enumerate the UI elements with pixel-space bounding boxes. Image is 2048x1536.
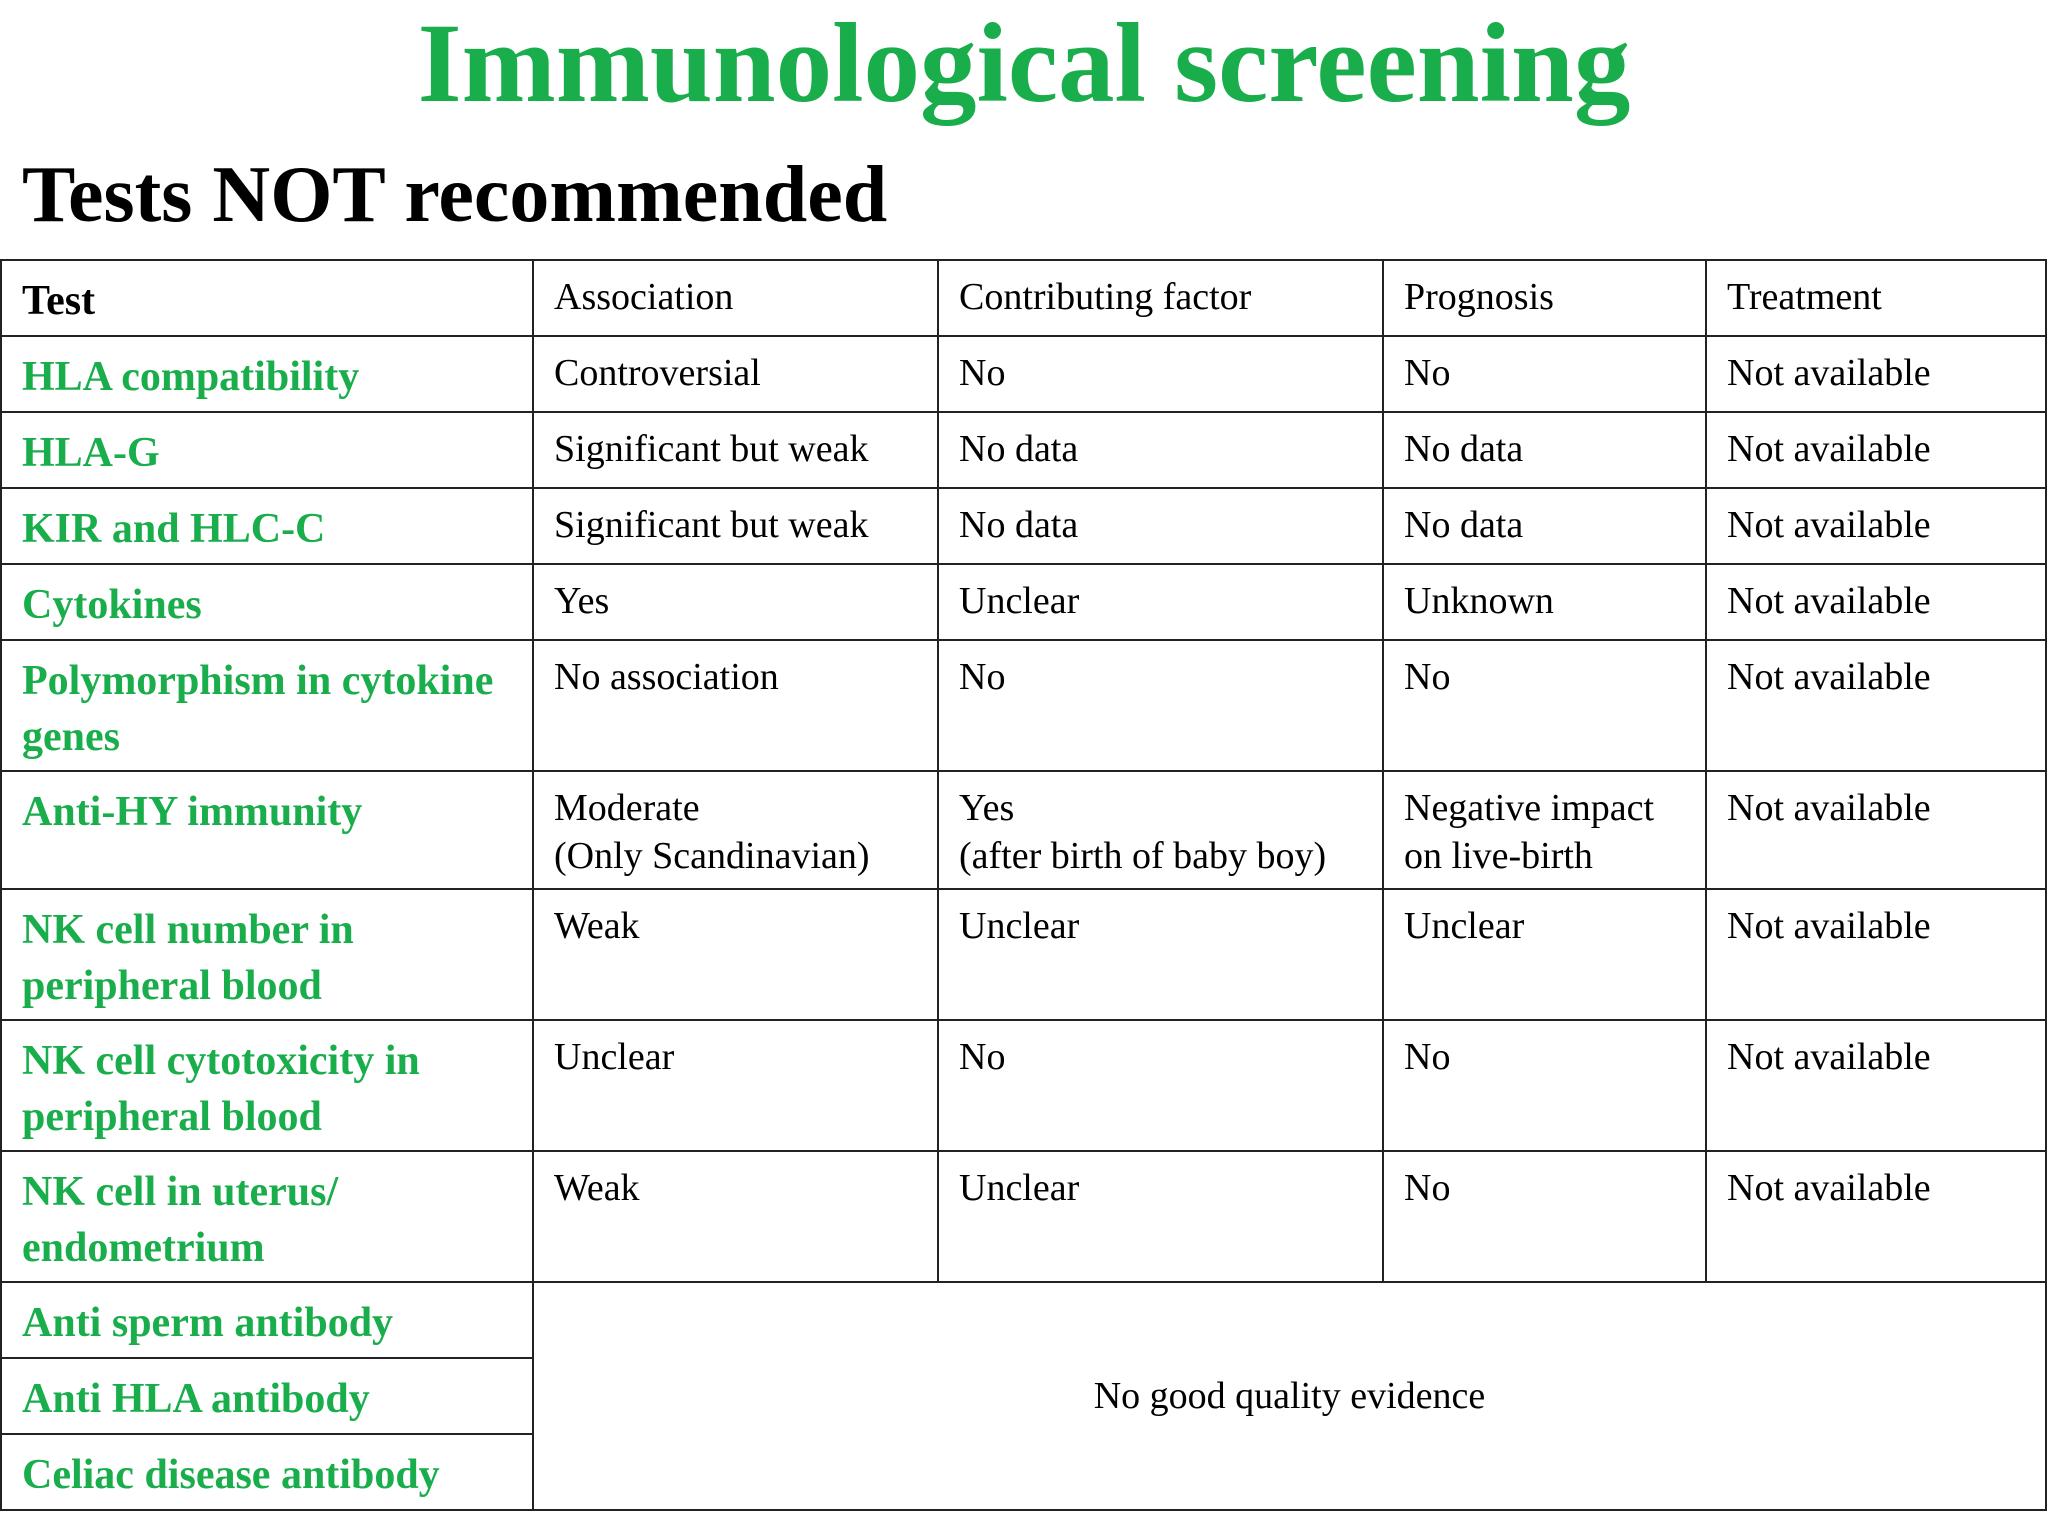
page-title: Immunological screening: [417, 1, 1631, 126]
association-cell: Significant but weak: [532, 411, 939, 489]
test-name: Anti sperm antibody: [0, 1281, 534, 1359]
header-test: Test: [0, 259, 534, 337]
prognosis-cell: No: [1382, 335, 1707, 413]
table-row: Cytokines Yes Unclear Unknown Not availa…: [0, 563, 2047, 641]
contributing-line: (after birth of baby boy): [959, 835, 1327, 877]
test-name: Celiac disease antibody: [0, 1433, 534, 1511]
prognosis-cell: No: [1382, 1150, 1707, 1283]
contributing-cell: No: [937, 1019, 1384, 1152]
test-name-line: NK cell in uterus/: [22, 1169, 339, 1215]
header-treatment: Treatment: [1705, 259, 2047, 337]
association-cell: Weak: [532, 1150, 939, 1283]
table-row: Anti sperm antibody No good quality evid…: [0, 1281, 2047, 1511]
test-name: HLA compatibility: [0, 335, 534, 413]
treatment-cell: Not available: [1705, 639, 2047, 772]
association-line: (Only Scandinavian): [554, 835, 870, 877]
prognosis-cell: No data: [1382, 411, 1707, 489]
screening-table: Test Association Contributing factor Pro…: [0, 259, 2047, 1511]
association-cell: Unclear: [532, 1019, 939, 1152]
test-name: KIR and HLC-C: [0, 487, 534, 565]
association-cell: Weak: [532, 888, 939, 1021]
contributing-cell: No data: [937, 487, 1384, 565]
association-cell: Moderate (Only Scandinavian): [532, 770, 939, 890]
table-row: Anti-HY immunity Moderate (Only Scandina…: [0, 770, 2047, 890]
contributing-cell: Yes (after birth of baby boy): [937, 770, 1384, 890]
contributing-cell: Unclear: [937, 888, 1384, 1021]
table-row: NK cell cytotoxicity in peripheral blood…: [0, 1019, 2047, 1152]
association-cell: Controversial: [532, 335, 939, 413]
association-line: Moderate: [554, 787, 700, 829]
test-name: HLA-G: [0, 411, 534, 489]
test-name: Anti HLA antibody: [0, 1357, 534, 1435]
table-row: KIR and HLC-C Significant but weak No da…: [0, 487, 2047, 565]
association-cell: Significant but weak: [532, 487, 939, 565]
prognosis-cell: No: [1382, 1019, 1707, 1152]
test-name: Anti-HY immunity: [0, 770, 534, 890]
test-name: NK cell in uterus/ endometrium: [0, 1150, 534, 1283]
contributing-cell: No: [937, 335, 1384, 413]
test-name: Polymorphism in cytokine genes: [0, 639, 534, 772]
table-row: HLA compatibility Controversial No No No…: [0, 335, 2047, 413]
treatment-cell: Not available: [1705, 411, 2047, 489]
test-name: Cytokines: [0, 563, 534, 641]
prognosis-line: on live-birth: [1404, 835, 1593, 877]
table-row: Polymorphism in cytokine genes No associ…: [0, 639, 2047, 772]
test-name-line: endometrium: [22, 1225, 265, 1271]
table-row: NK cell in uterus/ endometrium Weak Uncl…: [0, 1150, 2047, 1283]
prognosis-cell: Negative impact on live-birth: [1382, 770, 1707, 890]
contributing-cell: Unclear: [937, 563, 1384, 641]
treatment-cell: Not available: [1705, 1019, 2047, 1152]
prognosis-cell: No: [1382, 639, 1707, 772]
prognosis-cell: No data: [1382, 487, 1707, 565]
table-row: HLA-G Significant but weak No data No da…: [0, 411, 2047, 489]
table-row: Anti HLA antibody: [0, 1357, 2046, 1435]
page-subtitle: Tests NOT recommended: [22, 151, 888, 239]
table-header-row: Test Association Contributing factor Pro…: [0, 259, 2047, 337]
treatment-cell: Not available: [1705, 770, 2047, 890]
prognosis-cell: Unknown: [1382, 563, 1707, 641]
treatment-cell: Not available: [1705, 1150, 2047, 1283]
header-contributing-factor: Contributing factor: [937, 259, 1384, 337]
table-row: Celiac disease antibody: [0, 1433, 2046, 1511]
prognosis-cell: Unclear: [1382, 888, 1707, 1021]
contributing-cell: Unclear: [937, 1150, 1384, 1283]
table-row: NK cell number in peripheral blood Weak …: [0, 888, 2047, 1021]
prognosis-line: Negative impact: [1404, 787, 1655, 829]
header-association: Association: [532, 259, 939, 337]
test-name: NK cell number in peripheral blood: [0, 888, 534, 1021]
association-cell: Yes: [532, 563, 939, 641]
no-evidence-cell: No good quality evidence: [532, 1281, 2047, 1511]
association-cell: No association: [532, 639, 939, 772]
contributing-cell: No data: [937, 411, 1384, 489]
treatment-cell: Not available: [1705, 563, 2047, 641]
treatment-cell: Not available: [1705, 487, 2047, 565]
contributing-cell: No: [937, 639, 1384, 772]
treatment-cell: Not available: [1705, 335, 2047, 413]
test-name: NK cell cytotoxicity in peripheral blood: [0, 1019, 534, 1152]
header-prognosis: Prognosis: [1382, 259, 1707, 337]
contributing-line: Yes: [959, 787, 1015, 829]
treatment-cell: Not available: [1705, 888, 2047, 1021]
